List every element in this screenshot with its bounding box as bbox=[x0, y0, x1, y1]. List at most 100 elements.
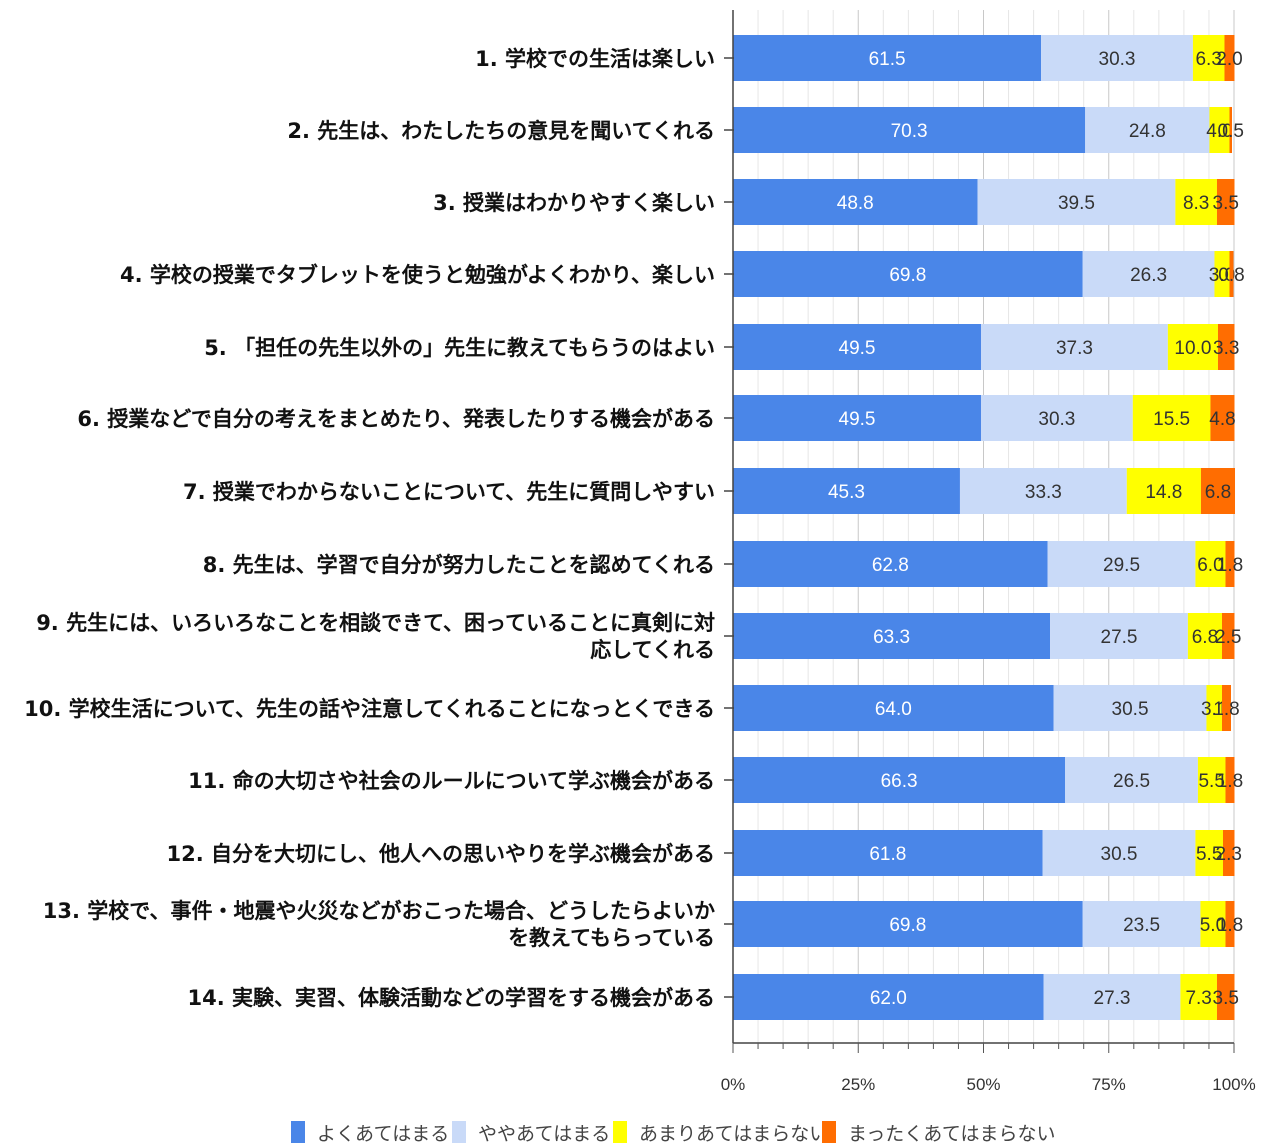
bar-row: 45.3 33.3 14.8 6.8 bbox=[733, 468, 1236, 514]
data-label: 33.3 bbox=[1025, 482, 1062, 503]
bar-segment bbox=[733, 179, 978, 225]
data-label: 66.3 bbox=[881, 771, 918, 792]
bar-segment bbox=[1210, 395, 1235, 441]
bar-segment bbox=[1192, 35, 1225, 81]
data-label: 2.0 bbox=[1216, 49, 1242, 70]
data-label: 61.8 bbox=[869, 844, 906, 865]
bar-row: 49.5 37.3 10.0 3.3 bbox=[733, 324, 1239, 370]
data-label: 3.1 bbox=[1201, 699, 1227, 720]
x-tick-label: 0% bbox=[721, 1075, 746, 1094]
category-label: 13. 学校で、事件・地震や火災などがおこった場合、どうしたらよいかを教えてもら… bbox=[43, 899, 715, 950]
data-label: 8.3 bbox=[1183, 193, 1209, 214]
x-tick-label: 100% bbox=[1212, 1075, 1255, 1094]
legend-label: あまりあてはまらない bbox=[639, 1123, 828, 1145]
data-label: 2.5 bbox=[1215, 627, 1241, 648]
bar-segment bbox=[733, 35, 1042, 81]
data-label: 30.5 bbox=[1112, 699, 1149, 720]
data-label: 4.0 bbox=[1206, 121, 1232, 142]
bar-segment bbox=[1065, 757, 1198, 803]
bar-row: 49.5 30.3 15.5 4.8 bbox=[733, 395, 1236, 441]
bar-segment bbox=[977, 179, 1176, 225]
data-label: 26.5 bbox=[1113, 771, 1150, 792]
bar-row: 62.0 27.3 7.3 3.5 bbox=[733, 974, 1239, 1020]
data-label: 24.8 bbox=[1129, 121, 1166, 142]
data-label: 0.8 bbox=[1218, 265, 1244, 286]
data-label: 29.5 bbox=[1103, 555, 1140, 576]
data-label: 3.0 bbox=[1209, 265, 1235, 286]
data-label: 64.0 bbox=[875, 699, 912, 720]
legend-item: よくあてはまる bbox=[291, 1121, 449, 1145]
bar-segment bbox=[1209, 107, 1230, 153]
data-label: 61.5 bbox=[869, 49, 906, 70]
data-label: 30.3 bbox=[1038, 409, 1075, 430]
legend-item: ややあてはまる bbox=[452, 1121, 610, 1145]
legend-item: まったくあてはまらない bbox=[822, 1121, 1055, 1145]
bar-row: 63.3 27.5 6.82.5 bbox=[733, 613, 1241, 659]
bar-segment bbox=[733, 395, 981, 441]
bar-segment bbox=[1053, 685, 1207, 731]
bar-row: 48.8 39.5 8.3 3.5 bbox=[733, 179, 1239, 225]
data-label: 14.8 bbox=[1145, 482, 1182, 503]
bar-segment bbox=[1047, 541, 1196, 587]
legend-label: ややあてはまる bbox=[478, 1123, 610, 1145]
bar-row: 61.5 30.3 6.32.0 bbox=[733, 35, 1243, 81]
bar-segment bbox=[1085, 107, 1210, 153]
data-label: 5.5 bbox=[1198, 771, 1224, 792]
data-label: 1.8 bbox=[1217, 555, 1243, 576]
bar-segment bbox=[1221, 685, 1231, 731]
data-label: 49.5 bbox=[839, 409, 876, 430]
bar-segment bbox=[980, 395, 1133, 441]
bar-segment bbox=[1214, 251, 1230, 297]
bar-segment bbox=[1200, 901, 1226, 947]
bar-segment bbox=[1222, 830, 1235, 876]
data-label: 48.8 bbox=[837, 193, 874, 214]
bar-segment bbox=[1197, 757, 1226, 803]
data-label: 49.5 bbox=[839, 338, 876, 359]
x-tick-label: 50% bbox=[966, 1075, 1000, 1094]
legend-swatch bbox=[291, 1121, 305, 1143]
bar-segment bbox=[1050, 613, 1188, 659]
bar-row: 69.8 23.5 5.01.8 bbox=[733, 901, 1243, 947]
bar-segment bbox=[733, 974, 1044, 1020]
bar-segment bbox=[1225, 901, 1235, 947]
bar-row: 70.3 24.8 4.00.5 bbox=[733, 107, 1244, 153]
bar-segment bbox=[1216, 974, 1235, 1020]
data-label: 6.8 bbox=[1192, 627, 1218, 648]
legend-swatch bbox=[613, 1121, 627, 1143]
bar-segment bbox=[1225, 757, 1235, 803]
bar-segment bbox=[733, 830, 1043, 876]
bar-segment bbox=[1175, 179, 1217, 225]
data-label: 23.5 bbox=[1123, 915, 1160, 936]
data-label: 15.5 bbox=[1153, 409, 1190, 430]
bar-segment bbox=[733, 541, 1048, 587]
data-label: 30.5 bbox=[1101, 844, 1138, 865]
data-label: 39.5 bbox=[1058, 193, 1095, 214]
bar-segment bbox=[733, 251, 1083, 297]
data-label: 27.3 bbox=[1094, 988, 1131, 1009]
category-label: 2. 先生は、わたしたちの意見を聞いてくれる bbox=[287, 119, 715, 143]
data-label: 26.3 bbox=[1130, 265, 1167, 286]
data-label: 69.8 bbox=[889, 915, 926, 936]
bar-segment bbox=[1195, 830, 1223, 876]
bar-segment bbox=[1041, 35, 1193, 81]
legend-item: あまりあてはまらない bbox=[613, 1121, 828, 1145]
data-label: 5.0 bbox=[1200, 915, 1226, 936]
bar-segment bbox=[1042, 830, 1196, 876]
data-label: 5.5 bbox=[1196, 844, 1222, 865]
bar-row: 62.8 29.5 6.01.8 bbox=[733, 541, 1243, 587]
legend: よくあてはまる ややあてはまる あまりあてはまらない まったくあてはまらない bbox=[291, 1121, 1055, 1145]
data-label: 70.3 bbox=[891, 121, 928, 142]
bar-segment bbox=[1167, 324, 1218, 370]
bar-row: 64.0 30.5 3.11.8 bbox=[733, 685, 1240, 731]
category-label: 4. 学校の授業でタブレットを使うと勉強がよくわかり、楽しい bbox=[120, 263, 715, 287]
grid-lines bbox=[732, 10, 1235, 1043]
category-label: 14. 実験、実習、体験活動などの学習をする機会がある bbox=[187, 986, 715, 1010]
data-label: 6.0 bbox=[1197, 555, 1223, 576]
bar-segment bbox=[1132, 395, 1211, 441]
bar-segment bbox=[733, 468, 960, 514]
bar-segment bbox=[1082, 251, 1215, 297]
category-label: 9. 先生には、いろいろなことを相談できて、困っていることに真剣に対応してくれる bbox=[36, 611, 715, 662]
category-label: 11. 命の大切さや社会のルールについて学ぶ機会がある bbox=[188, 769, 715, 793]
data-label: 69.8 bbox=[889, 265, 926, 286]
data-label: 30.3 bbox=[1099, 49, 1136, 70]
